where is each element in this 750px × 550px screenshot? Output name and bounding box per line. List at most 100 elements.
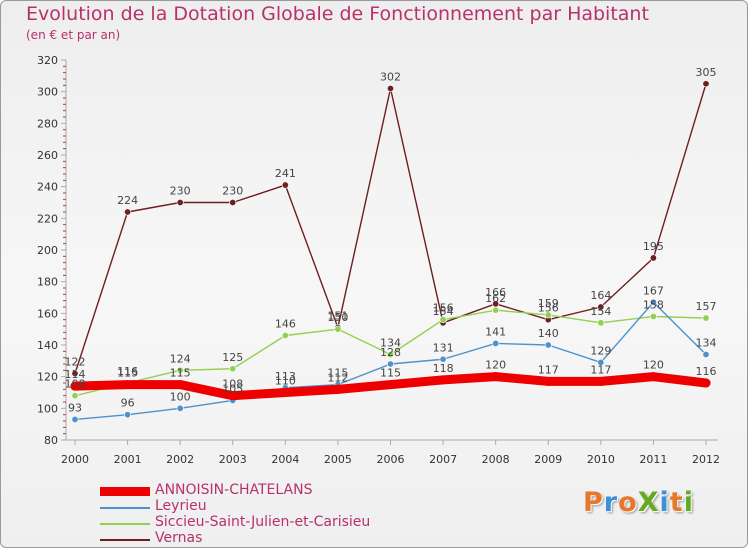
x-tick-label: 2012 xyxy=(692,453,720,466)
y-tick-label: 260 xyxy=(37,149,58,162)
data-label: 195 xyxy=(643,240,664,253)
data-label: 105 xyxy=(222,382,243,395)
legend-label: Leyrieu xyxy=(155,498,207,514)
data-label: 115 xyxy=(170,367,191,380)
data-label: 162 xyxy=(485,292,506,305)
data-point xyxy=(597,303,605,311)
data-label: 116 xyxy=(117,365,138,378)
data-point xyxy=(281,331,289,339)
data-label: 124 xyxy=(170,352,191,365)
logo-letter: o xyxy=(618,487,638,518)
data-point xyxy=(280,388,290,397)
data-label: 166 xyxy=(485,286,506,299)
data-label: 146 xyxy=(275,318,296,331)
data-label: 305 xyxy=(696,66,717,79)
data-point xyxy=(544,311,552,319)
data-label: 116 xyxy=(696,365,717,378)
data-point xyxy=(649,254,657,262)
data-point xyxy=(229,199,237,207)
y-tick-label: 320 xyxy=(37,54,58,67)
data-point xyxy=(175,380,185,390)
data-label: 224 xyxy=(117,194,138,207)
logo-letter: i xyxy=(659,487,670,518)
data-label: 112 xyxy=(327,371,348,384)
data-point xyxy=(649,312,657,320)
data-label: 120 xyxy=(643,359,664,372)
x-tick-label: 2000 xyxy=(61,453,89,466)
x-tick-label: 2011 xyxy=(639,453,667,466)
data-label: 141 xyxy=(485,325,506,338)
data-point xyxy=(176,404,184,412)
y-tick-label: 300 xyxy=(37,86,58,99)
data-label: 230 xyxy=(170,185,191,198)
data-label: 150 xyxy=(327,311,348,324)
data-point xyxy=(124,411,132,419)
x-tick-label: 2003 xyxy=(219,453,247,466)
data-label: 96 xyxy=(121,397,135,410)
logo-letter: t xyxy=(669,487,684,518)
y-tick-label: 180 xyxy=(37,276,58,289)
data-label: 241 xyxy=(275,167,296,180)
data-label: 154 xyxy=(433,305,454,318)
data-point xyxy=(701,378,711,388)
y-tick-label: 220 xyxy=(37,212,58,225)
data-label: 156 xyxy=(433,302,454,315)
x-tick-label: 2001 xyxy=(114,453,142,466)
data-label: 100 xyxy=(170,390,191,403)
data-label: 113 xyxy=(275,370,296,383)
x-tick-label: 2010 xyxy=(587,453,615,466)
data-point xyxy=(386,350,394,358)
chart-subtitle: (en € et par an) xyxy=(26,28,121,42)
data-point xyxy=(229,365,237,373)
y-tick-label: 140 xyxy=(37,339,58,352)
data-point xyxy=(71,415,79,423)
data-label: 122 xyxy=(65,356,86,369)
legend-label: Vernas xyxy=(155,530,203,546)
data-point xyxy=(492,339,500,347)
y-tick-label: 100 xyxy=(37,402,58,415)
series-line-3 xyxy=(74,83,707,375)
data-label: 134 xyxy=(380,337,401,350)
data-label: 129 xyxy=(590,344,611,357)
data-point xyxy=(228,391,238,401)
data-label: 120 xyxy=(485,359,506,372)
data-point xyxy=(543,376,553,386)
logo-letter: X xyxy=(637,487,660,518)
data-point xyxy=(176,199,184,207)
data-point xyxy=(438,375,448,385)
data-point xyxy=(123,380,133,390)
x-tick-label: 2005 xyxy=(324,453,352,466)
data-label: 108 xyxy=(222,378,243,391)
legend-label: Siccieu-Saint-Julien-et-Carisieu xyxy=(155,514,371,530)
data-point xyxy=(702,314,710,322)
data-point xyxy=(386,360,394,368)
data-label: 154 xyxy=(590,305,611,318)
data-label: 302 xyxy=(380,71,401,84)
data-point xyxy=(70,381,80,391)
legend-swatch xyxy=(100,487,150,496)
data-label: 118 xyxy=(433,362,454,375)
data-label: 134 xyxy=(696,337,717,350)
data-label: 115 xyxy=(117,367,138,380)
data-point xyxy=(386,380,395,390)
data-label: 115 xyxy=(380,367,401,380)
x-tick-label: 2007 xyxy=(429,453,457,466)
data-label: 125 xyxy=(222,351,243,364)
data-point xyxy=(333,384,343,394)
data-point xyxy=(596,376,606,386)
data-label: 110 xyxy=(275,375,296,388)
data-label: 128 xyxy=(380,346,401,359)
data-point xyxy=(124,208,132,216)
y-tick-label: 280 xyxy=(37,117,58,130)
data-point xyxy=(71,369,79,377)
data-point xyxy=(386,85,394,93)
x-tick-label: 2009 xyxy=(534,453,562,466)
data-label: 117 xyxy=(538,363,559,376)
data-point xyxy=(702,350,710,358)
data-point xyxy=(439,316,447,324)
logo-letter: r xyxy=(603,487,619,518)
data-point xyxy=(334,325,342,333)
y-tick-label: 160 xyxy=(37,307,58,320)
y-tick-label: 120 xyxy=(37,371,58,384)
